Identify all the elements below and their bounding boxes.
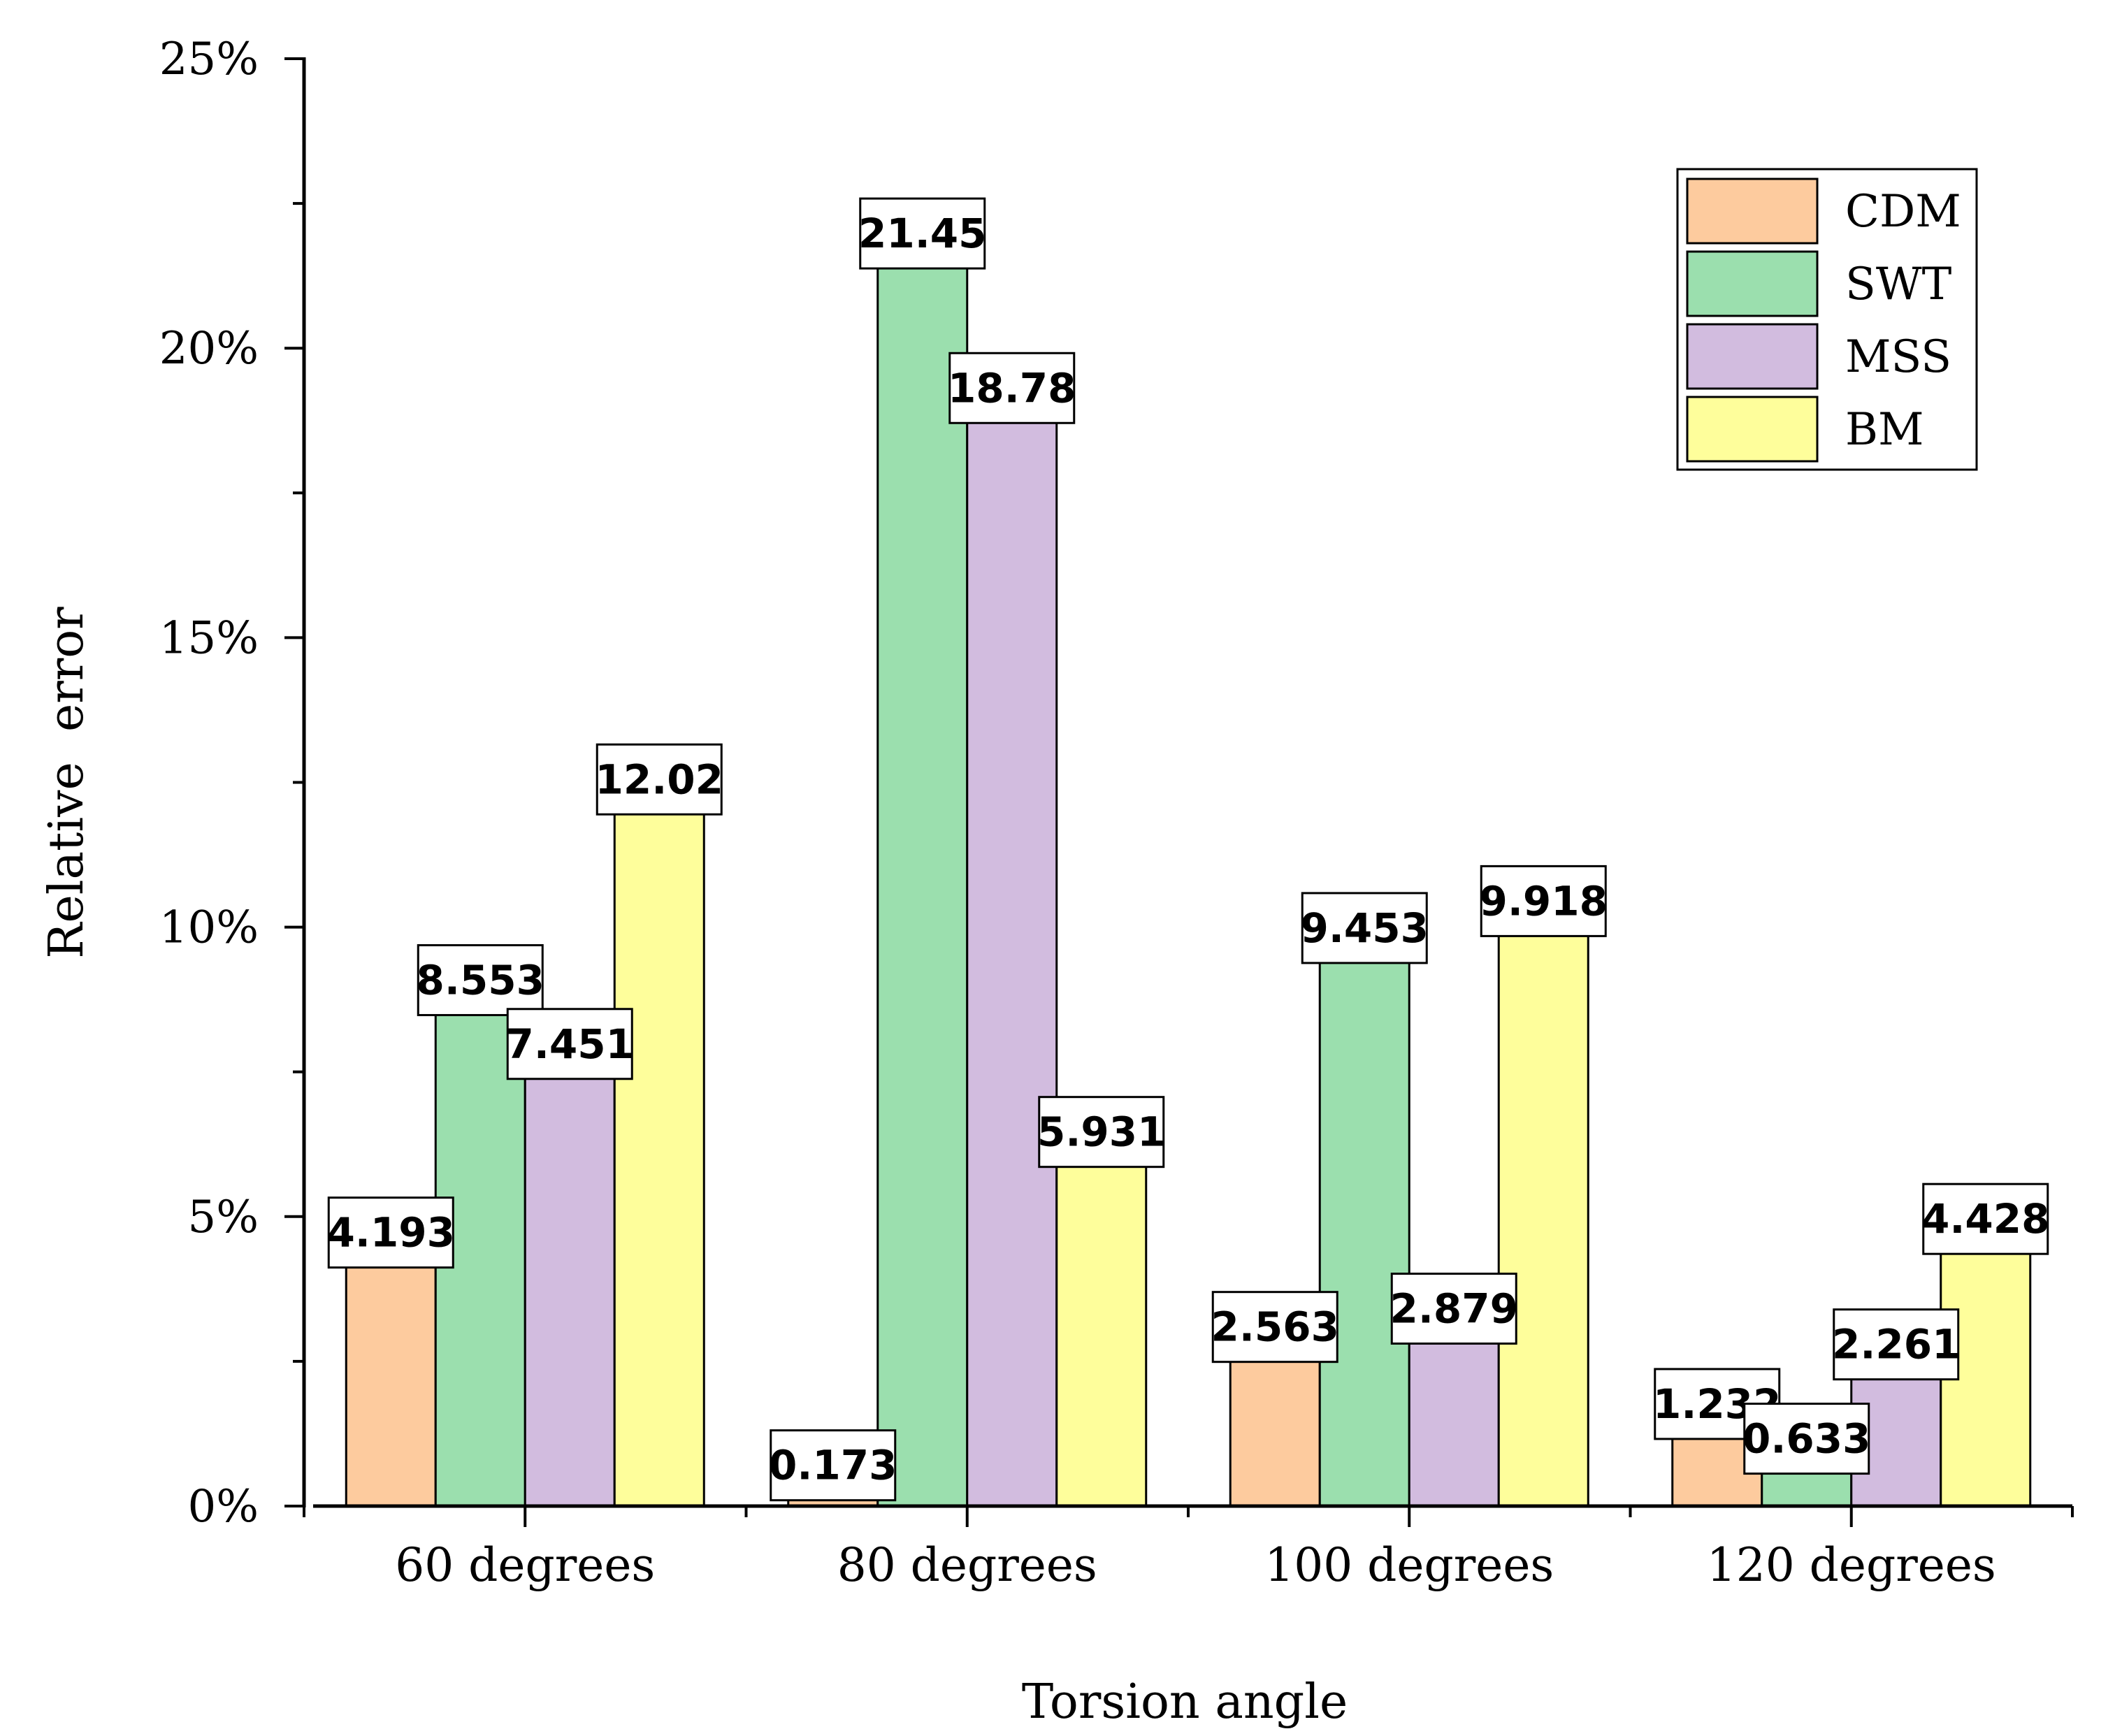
- bar-swt-3: [1761, 1468, 1853, 1507]
- data-label-box: [506, 1008, 633, 1080]
- bar-mss-1: [966, 417, 1058, 1507]
- legend-swatch-mss: [1686, 323, 1819, 390]
- data-label-box: [1833, 1308, 1960, 1381]
- y-axis-title: Relative error: [39, 607, 94, 959]
- x-tick-label: 100 degrees: [1264, 1538, 1554, 1592]
- data-label-box: [948, 352, 1076, 424]
- data-label-box: [417, 943, 544, 1016]
- data-label: 4.428: [1921, 1195, 2049, 1243]
- data-label-box: [859, 197, 986, 270]
- legend-label-cdm: CDM: [1845, 186, 1961, 238]
- bar-bm-2: [1497, 930, 1589, 1507]
- data-label: 8.553: [417, 956, 544, 1004]
- data-label: 18.78: [948, 364, 1076, 412]
- bars-layer: [345, 263, 2032, 1507]
- data-label: 0.173: [769, 1442, 897, 1489]
- bar-cdm-0: [345, 1262, 437, 1507]
- data-label: 12.02: [596, 755, 723, 803]
- bar-swt-2: [1318, 957, 1410, 1507]
- data-label-box: [1743, 1403, 1870, 1475]
- bar-bm-0: [613, 809, 705, 1507]
- y-tick-label: 5%: [187, 1192, 259, 1243]
- data-label-box: [1211, 1291, 1338, 1364]
- x-axis-title: Torsion angle: [1022, 1674, 1348, 1730]
- y-tick-label: 0%: [187, 1481, 259, 1533]
- legend-label-mss: MSS: [1845, 331, 1951, 383]
- y-tick-label: 15%: [159, 612, 259, 664]
- data-label-box: [1038, 1096, 1165, 1169]
- data-labels-layer: 4.1930.1732.5631.2328.55321.459.4530.633…: [327, 197, 2049, 1502]
- legend-label-bm: BM: [1845, 404, 1924, 456]
- legend-swatch-swt: [1686, 250, 1819, 317]
- data-label: 5.931: [1037, 1108, 1165, 1156]
- y-tick-label: 25%: [159, 34, 259, 85]
- bar-bm-1: [1055, 1162, 1148, 1507]
- data-label-box: [770, 1429, 897, 1502]
- data-label-box: [1390, 1273, 1517, 1345]
- bar-mss-2: [1408, 1338, 1500, 1507]
- data-label: 9.918: [1480, 877, 1608, 925]
- y-tick-label: 10%: [159, 902, 259, 954]
- data-label-box: [327, 1196, 454, 1269]
- legend-swatch-bm: [1686, 396, 1819, 463]
- data-label: 2.261: [1832, 1321, 1960, 1368]
- data-label: 21.45: [858, 210, 986, 257]
- y-tick-label: 20%: [159, 323, 259, 375]
- data-label-box: [1922, 1182, 2049, 1255]
- x-tick-label: 80 degrees: [837, 1538, 1097, 1592]
- x-tick-label: 120 degrees: [1707, 1538, 1996, 1592]
- data-label: 2.563: [1211, 1303, 1339, 1351]
- bar-mss-0: [524, 1073, 616, 1507]
- legend-swatch-cdm: [1686, 178, 1819, 245]
- data-label-box: [1480, 865, 1607, 937]
- data-label: 7.451: [506, 1020, 634, 1068]
- bar-cdm-2: [1229, 1357, 1321, 1507]
- data-label: 9.453: [1301, 904, 1429, 952]
- data-label: 0.633: [1742, 1415, 1870, 1463]
- data-label: 2.879: [1390, 1285, 1518, 1333]
- data-label-box: [1301, 892, 1428, 964]
- data-label-box: [596, 743, 723, 816]
- x-tick-label: 60 degrees: [395, 1538, 655, 1592]
- data-label: 4.193: [327, 1209, 455, 1257]
- bar-swt-1: [876, 263, 969, 1507]
- legend: CDM SWT MSS BM: [1676, 168, 1978, 471]
- ticks-layer: 0% 5% 10% 15% 20% 25% 60 degrees 80 degrees 100 …: [159, 34, 2074, 1592]
- legend-label-swt: SWT: [1845, 259, 1952, 310]
